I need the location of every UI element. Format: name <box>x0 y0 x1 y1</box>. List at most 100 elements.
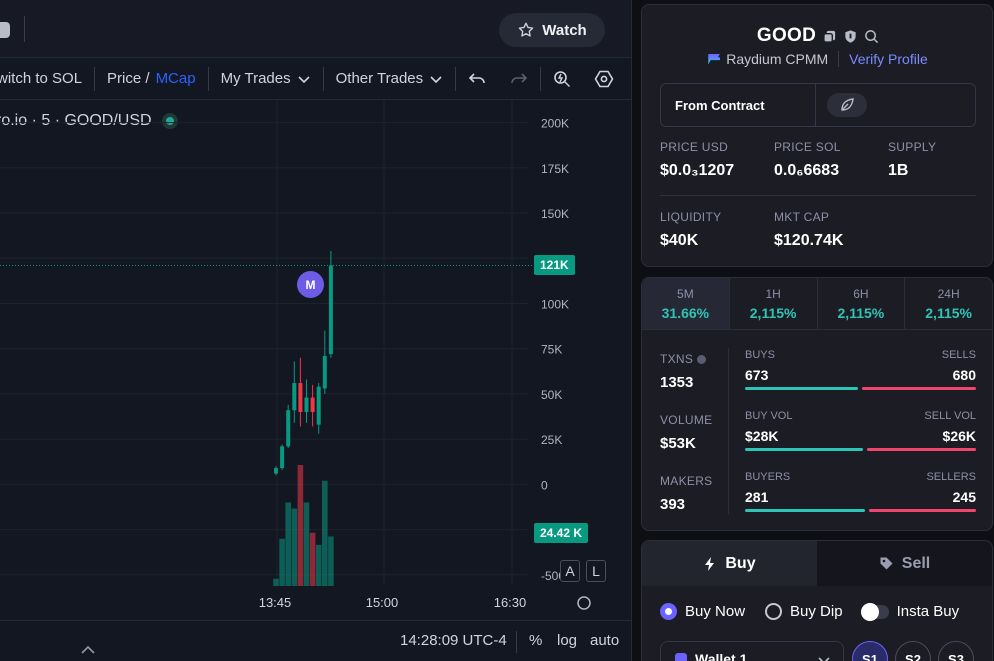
volume-bar <box>315 544 322 586</box>
switch-to-sol-label: witch to SOL <box>0 70 83 87</box>
trade-marker[interactable]: M <box>297 271 324 298</box>
timeframe-label: 5M <box>677 286 694 301</box>
volume-bar <box>291 508 298 586</box>
from-contract-label: From Contract <box>675 98 765 113</box>
clock-readout[interactable]: 14:28:09 UTC-4 <box>400 632 507 649</box>
lightning-icon <box>705 556 715 571</box>
tab-buy[interactable]: Buy <box>642 541 817 586</box>
y-tick-label: 50K <box>541 388 562 402</box>
candle-body <box>298 383 303 412</box>
undo-button[interactable] <box>456 58 498 99</box>
txns-value: 1353 <box>660 374 694 391</box>
wallet-label: Wallet 1 <box>695 651 748 661</box>
log-scale-button[interactable]: L <box>586 560 606 582</box>
candle-body <box>322 355 327 389</box>
info-icon[interactable] <box>697 355 707 365</box>
volume-bar <box>322 480 328 586</box>
sell-vol-label: SELL VOL <box>924 410 976 422</box>
token-header: GOOD <box>642 25 994 47</box>
txns-label: TXNS <box>660 352 694 366</box>
timeframe-tab-24h[interactable]: 24H 2,115% <box>905 278 992 329</box>
candle-body <box>328 265 333 355</box>
buyers-value: 281 <box>745 489 769 505</box>
chevron-up-icon[interactable] <box>80 645 96 655</box>
timeframe-label: 6H <box>853 286 869 301</box>
insta-buy-label: Insta Buy <box>896 603 960 620</box>
transactions-card: 5M 31.66% 1H 2,115% 6H 2,115% 24H 2,115%… <box>641 277 993 531</box>
sell-vol-value: $26K <box>942 428 976 444</box>
volume-value: $53K <box>660 435 696 452</box>
other-trades-dropdown[interactable]: Other Trades <box>324 58 456 99</box>
timeframe-tab-6h[interactable]: 6H 2,115% <box>818 278 906 329</box>
wallet-icon <box>675 653 687 661</box>
y-tick-label: 200K <box>541 117 569 131</box>
chart-toolbar: witch to SOL Price / MCap My Trades Othe… <box>0 58 631 100</box>
insta-buy-toggle[interactable]: Insta Buy <box>860 602 960 621</box>
volume-bar <box>297 465 304 586</box>
volume-stat: VOLUME $53K <box>660 413 712 452</box>
timeframe-label: 24H <box>937 286 960 301</box>
makers-label: MAKERS <box>660 474 713 488</box>
watch-button[interactable]: Watch <box>499 13 605 47</box>
timeframe-label: 1H <box>765 286 781 301</box>
preset-slot-s1[interactable]: S1 <box>852 641 888 661</box>
timeframe-tabs: 5M 31.66% 1H 2,115% 6H 2,115% 24H 2,115% <box>642 278 992 330</box>
timeframe-tab-1h[interactable]: 1H 2,115% <box>730 278 818 329</box>
sellers-label: SELLERS <box>926 471 976 483</box>
app-logo-icon <box>0 22 10 38</box>
buy-dip-option[interactable]: Buy Dip <box>765 603 843 620</box>
price-usd-stat: PRICE USD $0.0₃1207 <box>660 140 734 180</box>
chart-settings-button[interactable] <box>583 58 625 99</box>
auto-scale-toggle[interactable]: auto <box>590 632 620 649</box>
sell-bar <box>861 387 976 390</box>
sellers-value: 245 <box>952 489 976 505</box>
price-mcap-toggle[interactable]: Price / MCap <box>95 58 208 99</box>
divider <box>660 195 976 196</box>
my-trades-dropdown[interactable]: My Trades <box>209 58 323 99</box>
candle-body <box>316 386 321 425</box>
log-scale-toggle[interactable]: log <box>557 632 578 649</box>
price-chart[interactable]: 200K175K150K125K100K75K50K25K0-25000-500… <box>0 100 632 620</box>
y-tick-label: 150K <box>541 207 569 221</box>
contract-source-button[interactable] <box>827 93 867 117</box>
search-icon[interactable] <box>864 29 879 44</box>
price-usd-label: PRICE USD <box>660 140 729 154</box>
sells-value: 680 <box>952 367 976 383</box>
buy-bar <box>745 448 864 451</box>
preset-slot-s2[interactable]: S2 <box>895 641 931 661</box>
mktcap-label: MKT CAP <box>774 210 830 224</box>
token-subheader: Raydium CPMM Verify Profile <box>642 51 994 67</box>
candle-body <box>280 446 285 469</box>
buyers-bar <box>745 509 976 512</box>
tab-sell[interactable]: Sell <box>817 541 992 586</box>
percent-scale-button[interactable]: % <box>529 632 543 649</box>
quick-search-button[interactable] <box>541 58 583 99</box>
timeframe-tab-5m[interactable]: 5M 31.66% <box>642 278 730 329</box>
candle-body <box>274 468 278 474</box>
switch-to-sol-button[interactable]: witch to SOL <box>0 58 94 99</box>
supply-value: 1B <box>888 162 909 179</box>
divider <box>516 631 517 653</box>
y-tick-label: 25K <box>541 433 562 447</box>
divider <box>94 66 96 91</box>
verify-profile-link[interactable]: Verify Profile <box>849 51 928 67</box>
x-tick-label: 15:00 <box>366 595 399 610</box>
chevron-down-icon <box>298 75 310 83</box>
auto-scale-button[interactable]: A <box>560 560 580 582</box>
price-label: Price / <box>107 70 150 87</box>
dex-name: Raydium CPMM <box>726 51 829 67</box>
wallet-selector[interactable]: Wallet 1 <box>660 641 844 661</box>
token-name: GOOD <box>756 25 817 46</box>
divider <box>24 16 25 42</box>
buys-value: 673 <box>745 367 769 383</box>
buy-now-option[interactable]: Buy Now <box>660 603 745 620</box>
volume-bar <box>285 502 291 586</box>
supply-stat: SUPPLY 1B <box>888 140 936 180</box>
redo-button[interactable] <box>498 58 540 99</box>
from-contract-box: From Contract <box>660 83 976 127</box>
chevron-down-icon <box>818 657 830 661</box>
preset-slot-s3[interactable]: S3 <box>938 641 974 661</box>
buys-sells-bar <box>745 387 976 390</box>
copy-icon[interactable] <box>822 29 837 44</box>
shield-icon[interactable] <box>843 29 858 44</box>
